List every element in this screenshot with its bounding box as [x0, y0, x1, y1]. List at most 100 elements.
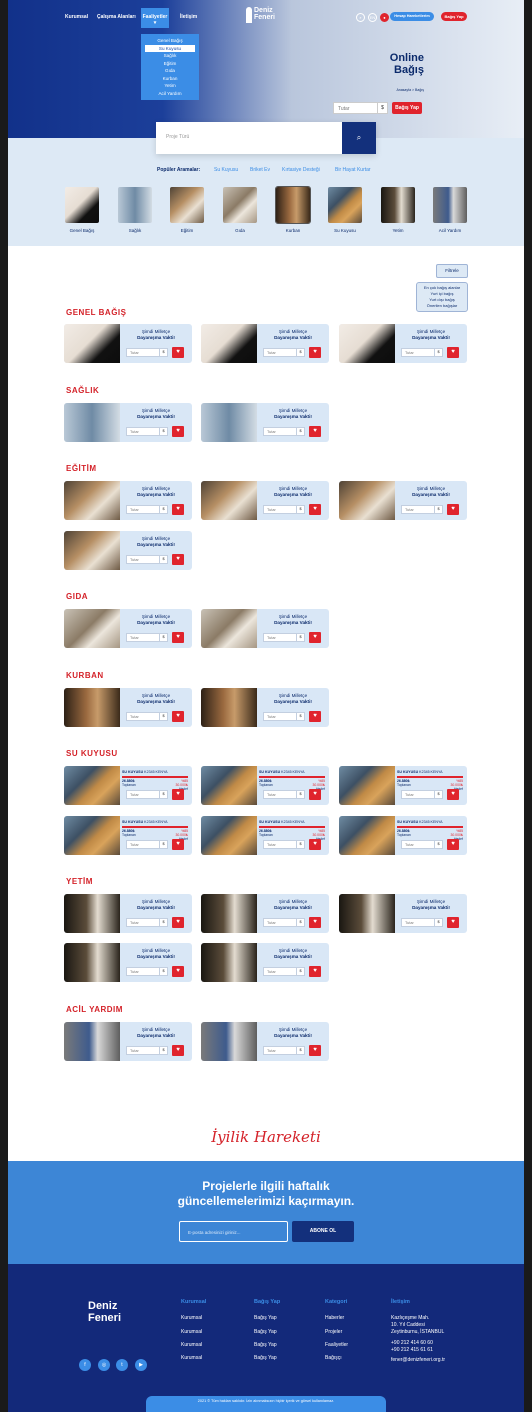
- filter-option[interactable]: Önerilen bağışlar: [426, 303, 458, 308]
- heart-donate-icon[interactable]: ♥: [309, 504, 321, 515]
- project-type-search[interactable]: Proje Türü: [156, 122, 376, 154]
- filter-option[interactable]: Yurt dışı bağış: [429, 297, 455, 302]
- heart-donate-icon[interactable]: ♥: [172, 839, 184, 850]
- nav-iletisim[interactable]: İletişim: [180, 14, 198, 20]
- donate-button[interactable]: Bağış Yap: [441, 12, 467, 21]
- footer-phone[interactable]: +90 212 415 61 61: [391, 1347, 433, 1353]
- filter-option[interactable]: Yurt içi bağış: [430, 291, 454, 296]
- heart-donate-icon[interactable]: ♥: [309, 917, 321, 928]
- card-amount-input[interactable]: Tutar $: [126, 427, 168, 436]
- footer-link[interactable]: Kurumsal: [181, 1329, 203, 1335]
- donation-card[interactable]: SU KUYUSU K2345 KENYA 26.880₺ Toplanan %85 3…: [64, 816, 192, 855]
- donation-card[interactable]: Şimdi Milletçe Dayanışma Vakti! Tutar $ ♥: [339, 324, 467, 363]
- donation-card[interactable]: Şimdi Milletçe Dayanışma Vakti! Tutar $ ♥: [201, 481, 329, 520]
- donation-card[interactable]: Şimdi Milletçe Dayanışma Vakti! Tutar $ ♥: [64, 894, 192, 933]
- popular-link[interactable]: Kırtasiye Desteği: [282, 167, 320, 173]
- dropdown-item-acil-yardim[interactable]: Acil Yardım: [158, 90, 182, 96]
- heart-donate-icon[interactable]: ♥: [309, 839, 321, 850]
- footer-link[interactable]: Projeler: [325, 1329, 343, 1335]
- category-saglik[interactable]: Sağlık: [115, 187, 155, 233]
- heart-donate-icon[interactable]: ♥: [447, 917, 459, 928]
- footer-link[interactable]: Haberler: [325, 1315, 345, 1321]
- donation-card[interactable]: Şimdi Milletçe Dayanışma Vakti! Tutar $ ♥: [64, 403, 192, 442]
- card-amount-input[interactable]: Tutar $: [263, 790, 305, 799]
- card-amount-input[interactable]: Tutar $: [126, 790, 168, 799]
- heart-donate-icon[interactable]: ♥: [309, 347, 321, 358]
- language-button[interactable]: EN: [368, 13, 377, 22]
- category-kurban[interactable]: Kurban: [273, 186, 313, 233]
- newsletter-email-input[interactable]: E-posta adresinizi giriniz...: [179, 1221, 288, 1242]
- popular-link[interactable]: Bir Hayat Kurtar: [335, 167, 371, 173]
- dropdown-item-gida[interactable]: Gıda: [165, 68, 175, 73]
- footer-link[interactable]: Kurumsal: [181, 1315, 203, 1321]
- dropdown-item-kurban[interactable]: Kurban: [162, 75, 178, 81]
- heart-donate-icon[interactable]: ♥: [447, 789, 459, 800]
- donation-card[interactable]: Şimdi Milletçe Dayanışma Vakti! Tutar $ ♥: [64, 1022, 192, 1061]
- footer-link[interactable]: Kurumsal: [181, 1342, 203, 1348]
- card-amount-input[interactable]: Tutar $: [401, 348, 443, 357]
- donation-card[interactable]: Şimdi Milletçe Dayanışma Vakti! Tutar $ ♥: [201, 688, 329, 727]
- donation-card[interactable]: Şimdi Milletçe Dayanışma Vakti! Tutar $ ♥: [64, 481, 192, 520]
- filter-button[interactable]: Filtrele: [436, 264, 468, 278]
- footer-link[interactable]: Bağış Yap: [254, 1342, 277, 1348]
- donation-card[interactable]: SU KUYUSU K2345 KENYA 26.880₺ Toplanan %85 3…: [64, 766, 192, 805]
- card-amount-input[interactable]: Tutar $: [263, 918, 305, 927]
- card-amount-input[interactable]: Tutar $: [401, 790, 443, 799]
- nav-kurumsal[interactable]: Kurumsal: [65, 14, 89, 20]
- heart-donate-icon[interactable]: ♥: [172, 632, 184, 643]
- card-amount-input[interactable]: Tutar $: [401, 918, 443, 927]
- heart-donate-icon[interactable]: ♥: [172, 966, 184, 977]
- subscribe-button[interactable]: ABONE OL: [292, 1221, 354, 1242]
- popular-link[interactable]: Briket Ev: [250, 167, 271, 173]
- donation-card[interactable]: Şimdi Milletçe Dayanışma Vakti! Tutar $ ♥: [339, 894, 467, 933]
- heart-donate-icon[interactable]: ♥: [172, 554, 184, 565]
- card-amount-input[interactable]: Tutar $: [126, 633, 168, 642]
- heart-donate-icon[interactable]: ♥: [447, 347, 459, 358]
- heart-donate-icon[interactable]: ♥: [309, 789, 321, 800]
- heart-donate-icon[interactable]: ♥: [172, 917, 184, 928]
- hero-donate-button[interactable]: Bağış Yap: [392, 102, 422, 114]
- facebook-icon[interactable]: f: [79, 1359, 91, 1371]
- category-gida[interactable]: Gıda: [220, 187, 260, 233]
- card-amount-input[interactable]: Tutar $: [126, 712, 168, 721]
- card-amount-input[interactable]: Tutar $: [263, 348, 305, 357]
- user-icon[interactable]: ●: [380, 13, 389, 22]
- hero-amount-input[interactable]: $ Tutar: [333, 102, 388, 114]
- card-amount-input[interactable]: Tutar $: [401, 505, 443, 514]
- heart-donate-icon[interactable]: ♥: [447, 839, 459, 850]
- donation-card[interactable]: Şimdi Milletçe Dayanışma Vakti! Tutar $ ♥: [201, 324, 329, 363]
- donation-card[interactable]: Şimdi Milletçe Dayanışma Vakti! Tutar $ ♥: [64, 688, 192, 727]
- heart-donate-icon[interactable]: ♥: [172, 789, 184, 800]
- footer-link[interactable]: Kurumsal: [181, 1355, 203, 1361]
- breadcrumb[interactable]: Anasayfa > Bağış: [396, 88, 424, 92]
- nav-calisma-alanlari[interactable]: Çalışma Alanları: [97, 14, 136, 20]
- footer-phone[interactable]: +90 212 414 60 60: [391, 1340, 433, 1346]
- card-amount-input[interactable]: Tutar $: [126, 967, 168, 976]
- heart-donate-icon[interactable]: ♥: [309, 1045, 321, 1056]
- category-acil-yardim[interactable]: Acil Yardım: [430, 187, 470, 233]
- donation-card[interactable]: Şimdi Milletçe Dayanışma Vakti! Tutar $ ♥: [64, 609, 192, 648]
- popular-link[interactable]: Su Kuyusu: [214, 167, 239, 173]
- card-amount-input[interactable]: Tutar $: [126, 918, 168, 927]
- heart-donate-icon[interactable]: ♥: [172, 1045, 184, 1056]
- footer-link[interactable]: Faaliyetler: [325, 1342, 349, 1348]
- youtube-icon[interactable]: ▶: [135, 1359, 147, 1371]
- category-genel-bagis[interactable]: Genel Bağış: [62, 187, 102, 233]
- donation-card[interactable]: SU KUYUSU K2345 KENYA 26.880₺ Toplanan %85 3…: [339, 766, 467, 805]
- donation-card[interactable]: Şimdi Milletçe Dayanışma Vakti! Tutar $ ♥: [64, 324, 192, 363]
- card-amount-input[interactable]: Tutar $: [263, 967, 305, 976]
- heart-donate-icon[interactable]: ♥: [172, 347, 184, 358]
- footer-email[interactable]: fener@denizfeneri.org.tr: [391, 1357, 445, 1363]
- filter-option[interactable]: En çok bağış alanlar: [423, 285, 461, 290]
- footer-link[interactable]: Bağış Yap: [254, 1329, 277, 1335]
- logo[interactable]: Deniz Feneri: [246, 7, 275, 23]
- heart-donate-icon[interactable]: ♥: [447, 504, 459, 515]
- donation-card[interactable]: Şimdi Milletçe Dayanışma Vakti! Tutar $ ♥: [201, 894, 329, 933]
- card-amount-input[interactable]: Tutar $: [126, 840, 168, 849]
- card-amount-input[interactable]: Tutar $: [126, 555, 168, 564]
- nav-faaliyetler[interactable]: Faaliyetler ▾: [141, 8, 169, 28]
- dropdown-item-su-kuyusu[interactable]: Su Kuyusu: [145, 44, 195, 52]
- account-button[interactable]: Hesap Hareketlerim: [390, 12, 434, 21]
- footer-link[interactable]: Bağışçı: [325, 1355, 342, 1361]
- dropdown-item-yetim[interactable]: Yetim: [164, 83, 176, 88]
